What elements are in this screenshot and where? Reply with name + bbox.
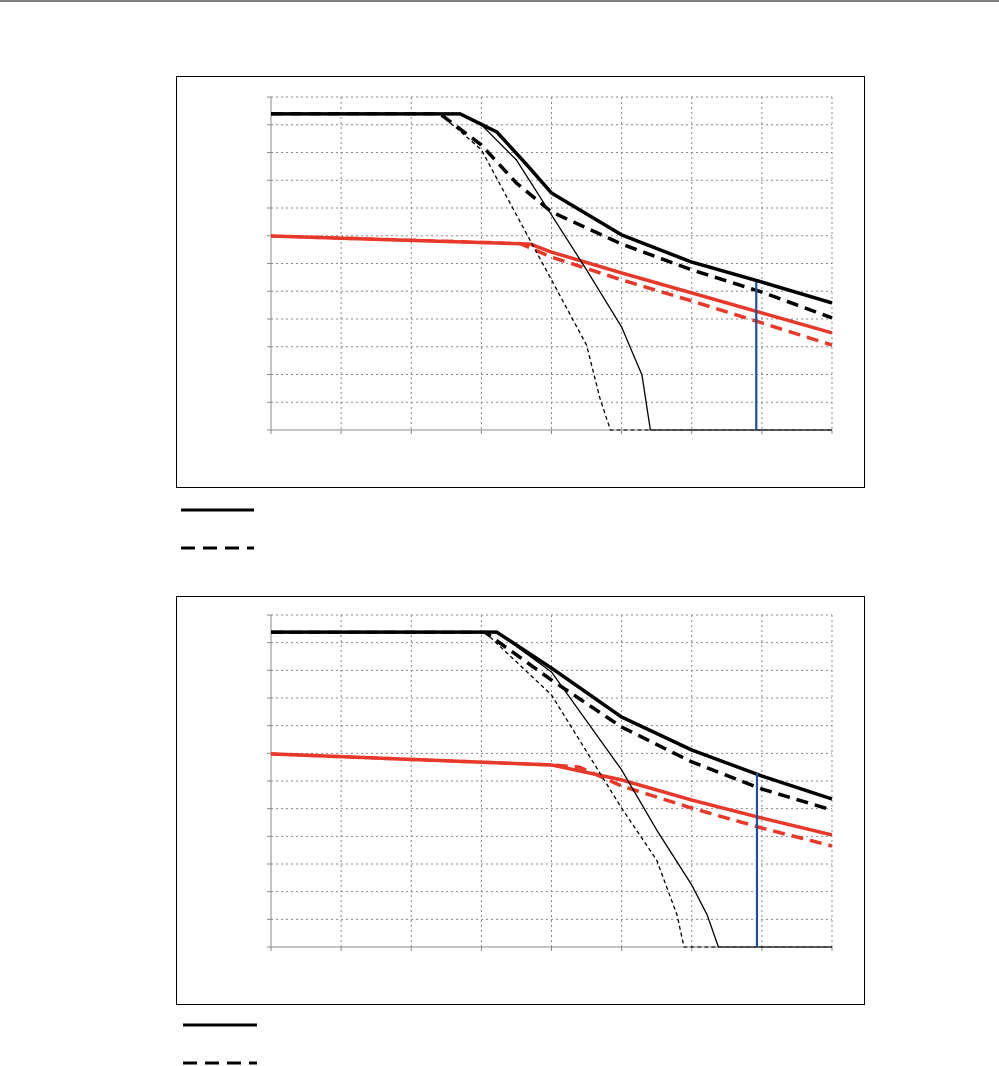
series-line [439,113,832,431]
series-line [270,234,833,347]
series-line [496,631,832,948]
series-line [270,752,833,848]
series-line [484,631,832,948]
chart-frame [176,596,865,1005]
series-line [271,630,833,801]
series-line [271,630,833,812]
chart-frame [176,76,865,488]
series-line [460,113,832,431]
series-line [270,234,833,335]
series-line [271,112,833,320]
